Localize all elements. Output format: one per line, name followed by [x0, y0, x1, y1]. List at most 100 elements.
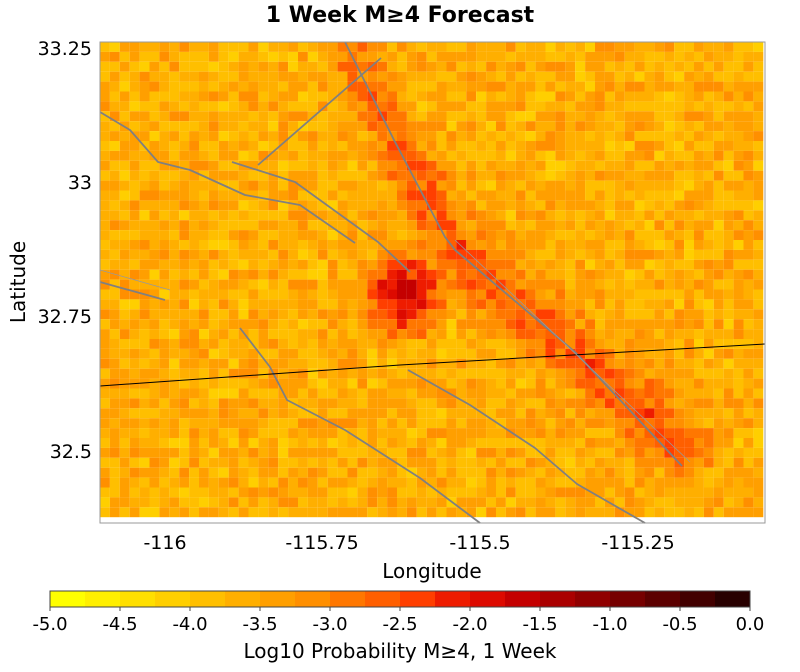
heatmap-cell — [694, 467, 704, 478]
heatmap-cell — [713, 388, 724, 399]
heatmap-cell — [129, 309, 140, 320]
heatmap-cell — [149, 428, 160, 438]
heatmap-cell — [723, 348, 734, 359]
heatmap-cell — [119, 220, 130, 231]
heatmap-cell — [694, 180, 704, 191]
heatmap-cell — [684, 378, 694, 389]
heatmap-cell — [496, 230, 506, 240]
heatmap-cell — [169, 378, 180, 389]
heatmap-cell — [307, 319, 318, 330]
heatmap-cell — [218, 329, 229, 339]
heatmap-cell — [169, 368, 180, 379]
heatmap-cell — [644, 71, 655, 82]
heatmap-cell — [169, 240, 180, 250]
heatmap-cell — [614, 121, 625, 132]
heatmap-cell — [694, 497, 704, 508]
heatmap-cell — [159, 230, 170, 240]
heatmap-cell — [555, 121, 566, 132]
heatmap-cell — [278, 477, 289, 488]
heatmap-cell — [189, 240, 199, 250]
heatmap-cell — [189, 190, 199, 201]
heatmap-cell — [525, 42, 536, 52]
heatmap-cell — [446, 200, 457, 211]
heatmap-cell — [446, 279, 457, 290]
heatmap-cell — [317, 497, 328, 508]
heatmap-cell — [743, 71, 754, 82]
heatmap-cell — [139, 477, 150, 488]
heatmap-cell — [149, 170, 160, 181]
heatmap-cell — [406, 180, 417, 191]
heatmap-cell — [476, 141, 487, 151]
heatmap-cell — [476, 319, 487, 330]
heatmap-cell — [624, 299, 635, 310]
heatmap-cell — [169, 71, 180, 82]
heatmap-cell — [139, 259, 150, 270]
heatmap-cell — [278, 259, 289, 270]
heatmap-cell — [367, 111, 378, 122]
heatmap-cell — [654, 200, 665, 211]
heatmap-cell — [446, 131, 457, 141]
heatmap-cell — [535, 289, 546, 300]
heatmap-cell — [664, 180, 675, 191]
heatmap-cell — [466, 289, 477, 300]
heatmap-cell — [238, 180, 249, 191]
heatmap-cell — [416, 249, 427, 260]
heatmap-cell — [753, 368, 764, 379]
heatmap-cell — [426, 368, 437, 379]
heatmap-cell — [109, 299, 120, 310]
heatmap-cell — [377, 71, 388, 82]
heatmap-cell — [159, 368, 170, 379]
heatmap-cell — [496, 418, 506, 429]
heatmap-cell — [258, 81, 269, 92]
heatmap-cell — [515, 368, 526, 379]
heatmap-cell — [446, 249, 457, 260]
heatmap-cell — [298, 220, 308, 231]
heatmap-cell — [377, 259, 388, 270]
heatmap-cell — [515, 299, 526, 310]
heatmap-cell — [565, 507, 576, 518]
heatmap-cell — [505, 180, 516, 191]
heatmap-cell — [199, 180, 209, 191]
heatmap-cell — [258, 91, 269, 102]
heatmap-cell — [436, 398, 447, 409]
heatmap-cell — [456, 348, 467, 359]
heatmap-cell — [476, 51, 487, 62]
heatmap-cell — [327, 249, 338, 260]
heatmap-cell — [327, 487, 338, 498]
heatmap-cell — [367, 230, 378, 240]
heatmap-cell — [327, 447, 338, 458]
heatmap-cell — [416, 210, 427, 221]
heatmap-cell — [109, 71, 120, 82]
heatmap-cell — [347, 339, 358, 349]
heatmap-cell — [585, 160, 595, 171]
heatmap-cell — [377, 348, 388, 359]
heatmap-cell — [149, 477, 160, 488]
heatmap-cell — [565, 388, 576, 399]
heatmap-cell — [208, 408, 219, 419]
heatmap-cell — [307, 487, 318, 498]
heatmap-cell — [426, 329, 437, 339]
heatmap-cell — [159, 150, 170, 161]
heatmap-cell — [238, 418, 249, 429]
heatmap-cell — [436, 447, 447, 458]
heatmap-cell — [634, 368, 645, 379]
heatmap-cell — [169, 141, 180, 151]
heatmap-cell — [466, 309, 477, 320]
heatmap-cell — [426, 418, 437, 429]
heatmap-cell — [575, 249, 586, 260]
heatmap-cell — [575, 240, 586, 250]
heatmap-cell — [505, 447, 516, 458]
heatmap-cell — [664, 190, 675, 201]
heatmap-cell — [367, 299, 378, 310]
heatmap-cell — [307, 329, 318, 339]
heatmap-cell — [406, 150, 417, 161]
heatmap-cell — [446, 71, 457, 82]
heatmap-cell — [100, 428, 110, 438]
heatmap-cell — [446, 269, 457, 280]
heatmap-cell — [416, 131, 427, 141]
heatmap-cell — [703, 418, 714, 429]
heatmap-cell — [436, 319, 447, 330]
heatmap-cell — [278, 200, 289, 211]
heatmap-cell — [149, 269, 160, 280]
heatmap-cell — [575, 309, 586, 320]
